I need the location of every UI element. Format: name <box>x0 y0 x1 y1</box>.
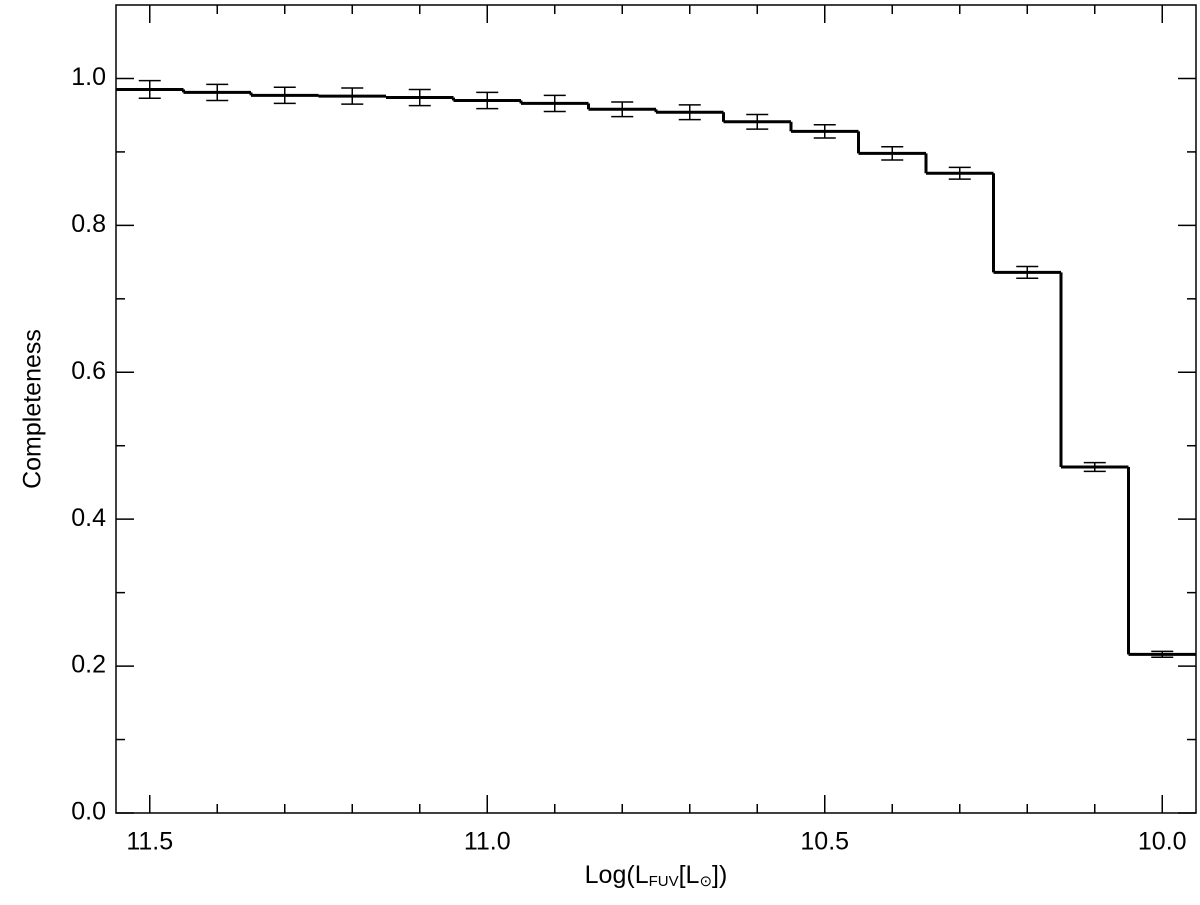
error-bar <box>341 87 364 105</box>
error-bar <box>678 104 701 121</box>
error-bar <box>138 79 161 100</box>
error-bar <box>1151 650 1174 659</box>
error-bar <box>476 91 499 110</box>
x-tick-label: 11.5 <box>126 828 173 856</box>
x-tick-label: 10.0 <box>1138 828 1187 856</box>
y-tick-label: 0.0 <box>71 798 106 826</box>
y-axis-label: Completeness <box>19 329 47 489</box>
error-bar <box>1016 265 1039 280</box>
y-tick-label: 1.0 <box>71 63 106 91</box>
error-bar <box>408 88 431 107</box>
x-label-subscript: FUV <box>649 873 679 890</box>
error-bar <box>543 94 566 113</box>
error-bar <box>881 146 904 161</box>
x-tick-label: 11.0 <box>464 828 511 856</box>
x-label-part: ]) <box>712 861 727 889</box>
error-bar <box>611 101 634 118</box>
y-tick-label: 0.4 <box>71 504 106 532</box>
error-bar <box>206 83 229 102</box>
y-tick-label: 0.6 <box>71 357 106 385</box>
error-bar <box>948 166 971 180</box>
error-bar <box>273 86 296 105</box>
error-bar <box>746 113 769 130</box>
x-axis-label: Log(LFUV[L⊙]) <box>585 861 728 890</box>
plot-frame <box>115 4 1197 814</box>
x-label-part: [L <box>679 861 700 889</box>
y-tick-label: 0.2 <box>71 651 106 679</box>
y-tick-label: 0.8 <box>71 210 106 238</box>
x-tick-label: 10.5 <box>800 828 849 856</box>
x-label-part: Log(L <box>585 861 649 889</box>
error-bar <box>813 123 836 139</box>
error-bar <box>1083 461 1106 473</box>
x-label-subscript: ⊙ <box>699 873 712 890</box>
